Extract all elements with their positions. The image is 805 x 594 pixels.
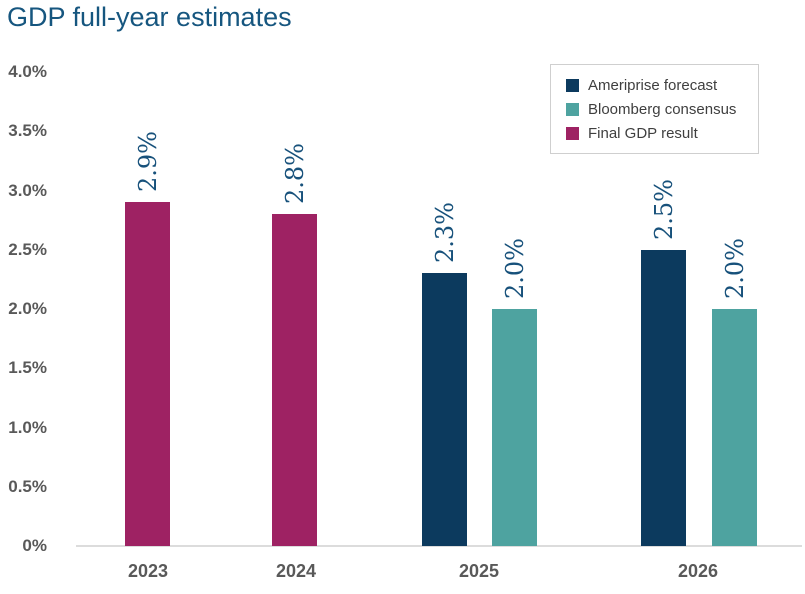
y-axis-tick-label: 3.0%	[8, 180, 47, 200]
y-axis-tick-label: 3.5%	[8, 121, 47, 141]
x-axis-label-2025: 2025	[458, 561, 500, 581]
bar-2026-bloomberg-consensus	[712, 309, 757, 546]
bar-value-label-2025-ameriprise-forecast: 2.3%	[430, 202, 459, 264]
x-axis-label-2023: 2023	[127, 561, 169, 581]
legend-swatch-icon	[566, 79, 579, 92]
legend-item: Final GDP result	[566, 126, 744, 141]
legend-swatch-icon	[566, 103, 579, 116]
legend: Ameriprise forecast Bloomberg consensus Fi…	[550, 64, 759, 154]
bar-2024-final-gdp-result	[272, 214, 317, 546]
y-axis-tick-label: 0%	[22, 536, 47, 555]
bar-2025-ameriprise-forecast	[422, 273, 467, 546]
page-title: GDP full-year estimates	[7, 2, 292, 32]
bar-2023-final-gdp-result	[125, 202, 170, 546]
bar-value-label-2026-bloomberg-consensus: 2.0%	[720, 238, 749, 299]
y-axis-tick-label: 0.5%	[8, 476, 47, 496]
legend-label: Ameriprise forecast	[588, 77, 718, 94]
bar-value-label-2024-final-gdp-result: 2.8%	[280, 143, 309, 205]
y-axis-tick-label: 2.5%	[8, 239, 47, 259]
x-axis-label-2026: 2026	[677, 561, 719, 581]
y-axis-tick-label: 1.5%	[8, 358, 47, 378]
bar-value-label-2026-ameriprise-forecast: 2.5%	[649, 178, 678, 240]
x-axis-label-2024: 2024	[275, 561, 317, 581]
legend-label: Final GDP result	[588, 125, 698, 142]
legend-item: Ameriprise forecast	[566, 78, 744, 93]
y-axis-tick-label: 4.0%	[8, 62, 47, 81]
x-axis-line	[76, 545, 802, 547]
legend-label: Bloomberg consensus	[588, 101, 737, 118]
legend-swatch-icon	[566, 127, 579, 140]
y-axis-tick-label: 1.0%	[8, 417, 47, 437]
bar-value-label-2025-bloomberg-consensus: 2.0%	[500, 238, 529, 299]
y-axis-tick-label: 2.0%	[8, 299, 47, 318]
legend-item: Bloomberg consensus	[566, 102, 744, 117]
bar-value-label-2023-final-gdp-result: 2.9%	[133, 131, 162, 193]
bar-2026-ameriprise-forecast	[641, 249, 686, 546]
bar-2025-bloomberg-consensus	[492, 309, 537, 546]
